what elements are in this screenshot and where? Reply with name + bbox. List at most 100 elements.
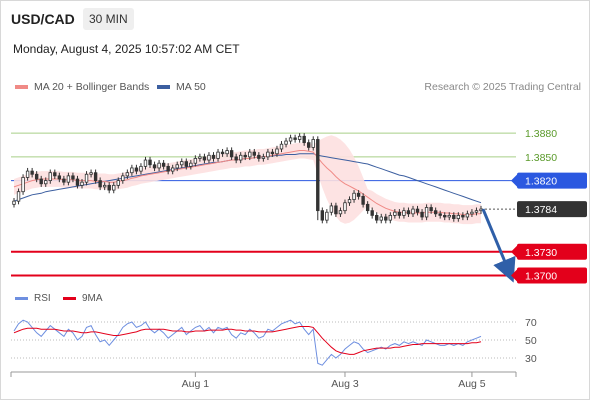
level-tag-1.3820 bbox=[517, 172, 587, 189]
legend-rsi-ma: 9MA bbox=[63, 293, 103, 304]
timeframe-button[interactable]: 30 MIN bbox=[83, 8, 134, 30]
candle-up bbox=[238, 154, 243, 161]
candle-up bbox=[12, 200, 16, 205]
candle-up bbox=[225, 150, 229, 155]
credit-text: Research © 2025 Trading Central bbox=[424, 81, 581, 93]
level-tag-1.3700 bbox=[517, 267, 587, 284]
legend-ma50: MA 50 bbox=[157, 81, 206, 93]
candle-up bbox=[456, 214, 461, 219]
candle-down bbox=[370, 210, 374, 216]
candle-up bbox=[325, 211, 329, 221]
candle-down bbox=[384, 216, 388, 221]
level-label-1.3700: 1.3700 bbox=[525, 271, 557, 283]
candle-up bbox=[175, 164, 179, 169]
candle-down bbox=[316, 139, 320, 212]
candle-up bbox=[143, 159, 148, 167]
chart-datetime: Monday, August 4, 2025 10:57:02 AM CET bbox=[13, 42, 240, 56]
candle-down bbox=[57, 175, 62, 180]
candle-up bbox=[470, 211, 474, 215]
candle-up bbox=[311, 139, 315, 148]
candle-up bbox=[411, 208, 415, 215]
level-label-1.3820: 1.3820 bbox=[525, 176, 557, 188]
candle-up bbox=[279, 143, 284, 150]
candle-down bbox=[34, 173, 39, 180]
candle-down bbox=[152, 164, 157, 169]
candle-down bbox=[252, 151, 257, 156]
legend-label-ma20: MA 20 + Bollinger Bands bbox=[34, 81, 150, 93]
candle-up bbox=[80, 181, 84, 186]
candle-up bbox=[116, 180, 120, 186]
legend-swatch-rsi bbox=[15, 297, 28, 300]
level-tag-1.3730 bbox=[517, 243, 587, 260]
candle-down bbox=[93, 172, 98, 181]
candle-up bbox=[329, 205, 334, 213]
candle-down bbox=[161, 162, 166, 167]
candle-up bbox=[193, 158, 198, 164]
rsi-tick-30: 30 bbox=[525, 353, 537, 365]
candle-up bbox=[198, 156, 202, 159]
candle-up bbox=[121, 175, 125, 181]
bollinger-band-area bbox=[14, 135, 481, 225]
level-tag-pointer-1.3820 bbox=[511, 174, 517, 187]
candle-down bbox=[307, 142, 311, 148]
candle-up bbox=[248, 151, 252, 158]
candle-down bbox=[62, 178, 66, 183]
legend-rsi: RSI bbox=[15, 293, 51, 304]
rsi-tick-50: 50 bbox=[525, 335, 537, 347]
candle-up bbox=[157, 162, 161, 169]
candle-up bbox=[402, 210, 406, 216]
candle-down bbox=[270, 151, 275, 155]
candle-down bbox=[234, 156, 238, 161]
legend-swatch-ma50 bbox=[157, 85, 170, 89]
candle-up bbox=[170, 167, 175, 172]
candle-down bbox=[243, 154, 247, 158]
last-price-label: 1.3784 bbox=[525, 204, 557, 216]
candle-up bbox=[347, 199, 352, 204]
candle-down bbox=[375, 214, 379, 221]
candle-down bbox=[438, 213, 442, 216]
candle-up bbox=[125, 172, 130, 177]
candle-up bbox=[44, 180, 48, 185]
candle-down bbox=[461, 214, 465, 218]
candle-up bbox=[25, 170, 30, 178]
candle-down bbox=[220, 151, 225, 155]
candle-up bbox=[216, 151, 220, 159]
candle-up bbox=[266, 151, 270, 158]
candle-up bbox=[275, 148, 279, 155]
candle-up bbox=[388, 214, 393, 221]
candle-up bbox=[261, 156, 266, 159]
price-levels bbox=[11, 132, 516, 277]
candle-up bbox=[297, 135, 302, 140]
legend-label-ma50: MA 50 bbox=[176, 81, 206, 93]
candle-up bbox=[66, 175, 71, 183]
level-tag-pointer-1.3700 bbox=[511, 269, 517, 282]
candle-up bbox=[338, 210, 343, 215]
candle-down bbox=[257, 154, 261, 159]
candle-down bbox=[148, 159, 152, 166]
price-level-labels: 1.3880 1.3850 1.3820 1.3730 1.3700 1.3784 bbox=[511, 128, 587, 284]
last-price-tag bbox=[517, 201, 587, 218]
level-tag-pointer-1.3730 bbox=[511, 245, 517, 258]
candle-up bbox=[102, 184, 107, 188]
level-label-1.3850: 1.3850 bbox=[525, 152, 557, 164]
time-label-Aug-3: Aug 3 bbox=[331, 378, 359, 390]
candle-down bbox=[365, 203, 370, 212]
time-label-Aug-1: Aug 1 bbox=[182, 378, 210, 390]
candle-down bbox=[334, 205, 338, 215]
candle-up bbox=[288, 137, 293, 142]
legend-swatch-ma20 bbox=[15, 85, 28, 89]
legend-swatch-rsi-ma bbox=[63, 297, 76, 300]
candle-up bbox=[16, 191, 21, 202]
level-label-1.3730: 1.3730 bbox=[525, 247, 557, 259]
candle-down bbox=[420, 211, 424, 218]
candle-up bbox=[139, 165, 143, 172]
candle-up bbox=[89, 172, 93, 175]
candle-down bbox=[166, 165, 170, 172]
candle-up bbox=[379, 216, 383, 221]
candle-down bbox=[293, 137, 297, 140]
candle-down bbox=[302, 135, 306, 144]
level-label-1.3880: 1.3880 bbox=[525, 128, 557, 140]
legend-label-rsi-ma: 9MA bbox=[82, 293, 103, 304]
candle-up bbox=[447, 214, 451, 218]
candle-up bbox=[284, 140, 288, 145]
